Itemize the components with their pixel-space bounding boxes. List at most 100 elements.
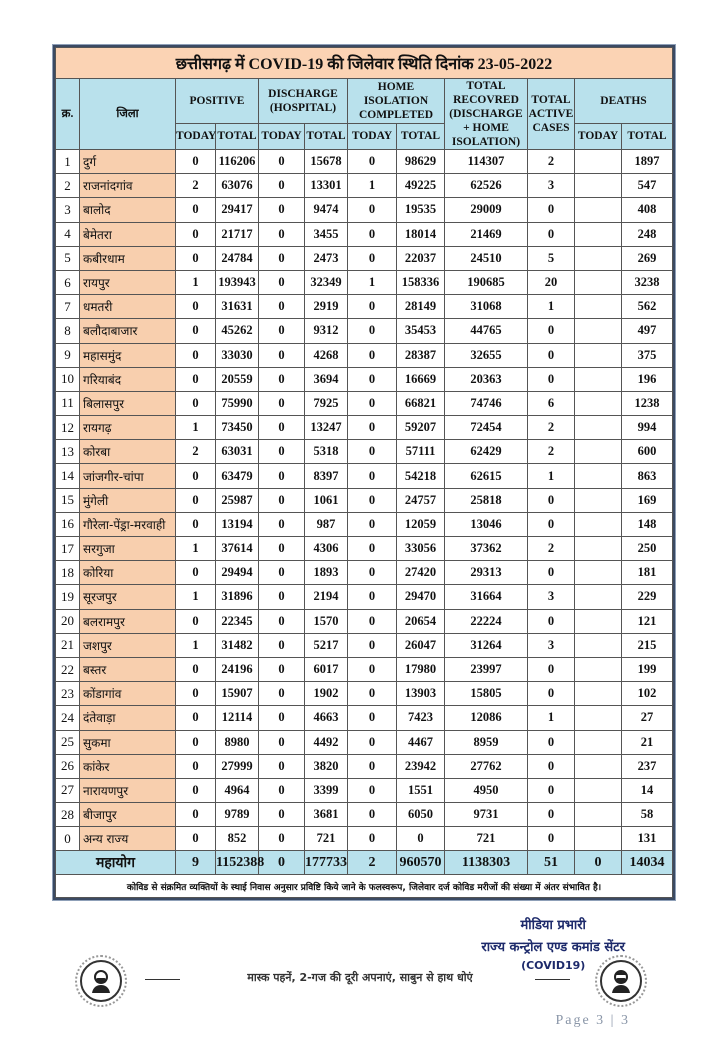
- cell-value: 0: [175, 656, 216, 683]
- cell-value: 0: [347, 681, 397, 707]
- table-row: 6 रायपुर 1 193943 0 32349 1 158336 190685 20 3238: [55, 269, 673, 296]
- cell-value: 3820: [304, 753, 348, 779]
- cell-value: 21717: [215, 221, 259, 247]
- cell-value: 1: [347, 269, 397, 296]
- cell-value: 31264: [444, 632, 528, 658]
- cell-value: 0: [347, 366, 397, 392]
- cell-value: 0: [175, 245, 216, 271]
- cell-value: 4663: [304, 705, 348, 731]
- row-number: 0: [55, 826, 80, 852]
- district-name: बलौदाबाजार: [79, 318, 176, 344]
- cell-value: 13301: [304, 173, 348, 199]
- cell-value: 193943: [215, 269, 259, 296]
- cell-value: 32655: [444, 342, 528, 368]
- cell-value: 63031: [215, 439, 259, 465]
- district-name: गौरेला-पेंड्रा-मरवाही: [79, 511, 176, 538]
- cell-value: 15805: [444, 681, 528, 707]
- cell-value: 0: [527, 560, 575, 586]
- district-name: कोंडागांव: [79, 681, 176, 707]
- cell-value: [574, 535, 622, 562]
- signature-org: राज्य कन्ट्रोल एण्ड कमांड सेंटर: [481, 940, 625, 955]
- cell-value: 44765: [444, 318, 528, 344]
- row-number: 27: [55, 777, 80, 804]
- table-row: 27 नारायणपुर 0 4964 0 3399 0 1551 4950 0 14: [55, 777, 673, 804]
- cell-value: 54218: [396, 463, 445, 489]
- cell-value: 497: [621, 318, 673, 344]
- cell-value: 21469: [444, 221, 528, 247]
- total-value: 14034: [621, 850, 673, 876]
- cell-value: 0: [347, 439, 397, 465]
- cell-value: 14: [621, 777, 673, 804]
- header-today: TODAY: [175, 122, 216, 151]
- cell-value: 0: [527, 777, 575, 804]
- cell-value: 5: [527, 245, 575, 271]
- cell-value: 49225: [396, 173, 445, 199]
- table-row: 2 राजनांदगांव 2 63076 0 13301 1 49225 62526 3 547: [55, 173, 673, 199]
- cell-value: 0: [527, 608, 575, 634]
- cell-value: 62429: [444, 439, 528, 465]
- cell-value: 12114: [215, 705, 259, 731]
- cell-value: 0: [347, 415, 397, 441]
- cell-value: 24784: [215, 245, 259, 271]
- cell-value: 1: [347, 173, 397, 199]
- district-name: गरियाबंद: [79, 366, 176, 392]
- table-row: 3 बालोद 0 29417 0 9474 0 19535 29009 0 408: [55, 197, 673, 223]
- row-number: 12: [55, 415, 80, 441]
- cell-value: 0: [347, 826, 397, 852]
- cell-value: 0: [258, 342, 305, 368]
- cell-value: 0: [347, 148, 397, 175]
- cell-value: 131: [621, 826, 673, 852]
- table-title: छत्तीसगढ़ में COVID-19 की जिलेवार स्थिति…: [55, 47, 673, 79]
- row-number: 6: [55, 269, 80, 296]
- cell-value: 0: [347, 608, 397, 634]
- signature-block: मीडिया प्रभारी राज्य कन्ट्रोल एण्ड कमांड…: [481, 915, 625, 972]
- cell-value: 31482: [215, 632, 259, 658]
- cell-value: 3681: [304, 802, 348, 828]
- header-total: TOTAL: [396, 122, 445, 151]
- district-name: रायगढ़: [79, 415, 176, 441]
- table-row: 18 कोरिया 0 29494 0 1893 0 27420 29313 0 181: [55, 560, 673, 586]
- cell-value: [574, 463, 622, 489]
- cell-value: 1551: [396, 777, 445, 804]
- table-row: 4 बेमेतरा 0 21717 0 3455 0 18014 21469 0 248: [55, 221, 673, 247]
- header-active-cases: TOTAL ACTIVE CASES: [527, 78, 575, 150]
- cell-value: 1: [175, 269, 216, 296]
- cell-value: 0: [347, 777, 397, 804]
- cell-value: 15907: [215, 681, 259, 707]
- cell-value: 15678: [304, 148, 348, 175]
- cell-value: 28149: [396, 294, 445, 320]
- cell-value: 229: [621, 584, 673, 610]
- cell-value: 58: [621, 802, 673, 828]
- cell-value: [574, 366, 622, 392]
- cell-value: 75990: [215, 390, 259, 417]
- cell-value: 196: [621, 366, 673, 392]
- cell-value: 0: [258, 269, 305, 296]
- cell-value: 23997: [444, 656, 528, 683]
- cell-value: 29417: [215, 197, 259, 223]
- cell-value: 0: [527, 681, 575, 707]
- cell-value: 31896: [215, 584, 259, 610]
- page-number: Page 3 | 3: [555, 1013, 630, 1028]
- cell-value: 148: [621, 511, 673, 538]
- district-name: बलरामपुर: [79, 608, 176, 634]
- cell-value: 2919: [304, 294, 348, 320]
- cell-value: 0: [258, 463, 305, 489]
- cell-value: 0: [175, 753, 216, 779]
- covid-district-table-frame: छत्तीसगढ़ में COVID-19 की जिलेवार स्थिति…: [53, 45, 675, 901]
- total-value: 51: [527, 850, 575, 876]
- covid-district-table: छत्तीसगढ़ में COVID-19 की जिलेवार स्थिति…: [55, 47, 673, 899]
- cell-value: 0: [258, 802, 305, 828]
- cell-value: 7925: [304, 390, 348, 417]
- cell-value: 0: [258, 487, 305, 513]
- cell-value: 169: [621, 487, 673, 513]
- cell-value: [574, 705, 622, 731]
- cell-value: 0: [347, 245, 397, 271]
- cell-value: 9731: [444, 802, 528, 828]
- table-row: 0 अन्य राज्य 0 852 0 721 0 0 721 0 131: [55, 826, 673, 852]
- cell-value: 24196: [215, 656, 259, 683]
- table-row: 20 बलरामपुर 0 22345 0 1570 0 20654 22224 0 121: [55, 608, 673, 634]
- district-name: कबीरधाम: [79, 245, 176, 271]
- cell-value: 32349: [304, 269, 348, 296]
- cell-value: 4306: [304, 535, 348, 562]
- cell-value: 0: [347, 584, 397, 610]
